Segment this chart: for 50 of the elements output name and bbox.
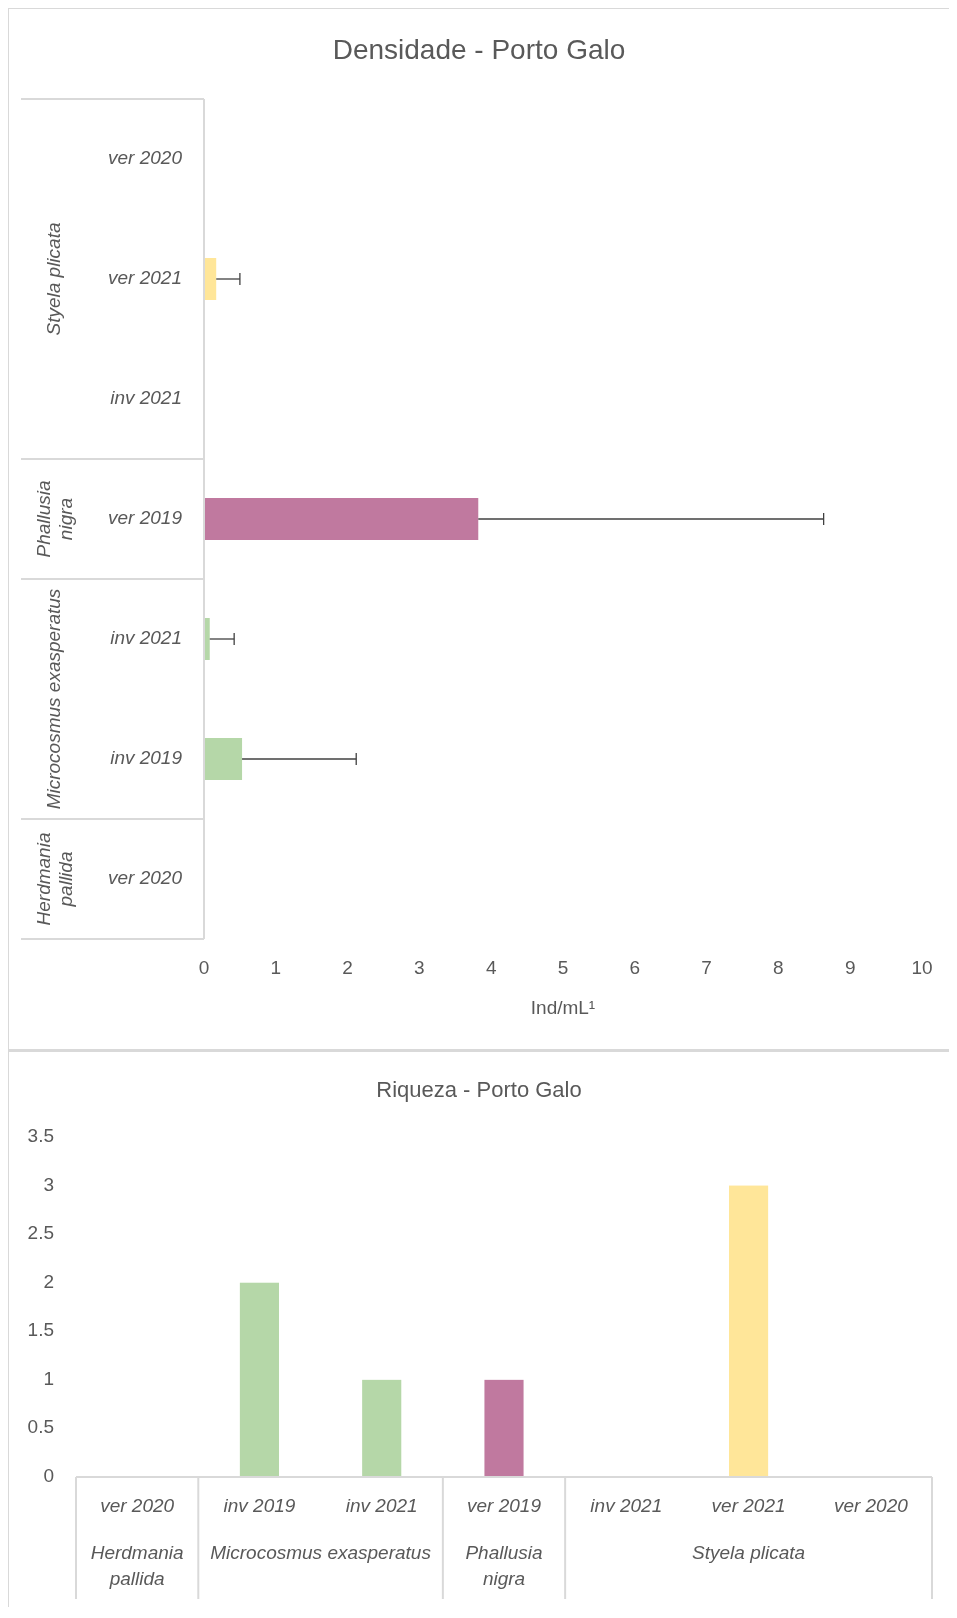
y-tick-label: inv 2021 <box>110 627 182 649</box>
x-tick-label: 7 <box>701 957 712 978</box>
y-tick-label: 2.5 <box>27 1222 54 1244</box>
x-tick-label: inv 2021 <box>590 1495 663 1516</box>
x-tick-label: 5 <box>557 957 569 978</box>
y-tick-label: 1 <box>43 1367 54 1389</box>
y-tick-label: ver 2020 <box>108 147 183 169</box>
x-tick-label: 8 <box>773 957 784 978</box>
y-tick-label: 3 <box>43 1173 54 1195</box>
x-axis-title: Ind/mL¹ <box>530 997 596 1018</box>
y-tick-label: 1.5 <box>27 1319 54 1341</box>
x-tick-label: 0 <box>198 957 210 978</box>
x-tick-label: 2 <box>342 957 353 978</box>
chart-title: Densidade - Porto Galo <box>332 34 626 65</box>
x-tick-label: 6 <box>629 957 641 978</box>
text: Phallusia nigra <box>465 1542 543 1589</box>
bar <box>204 258 217 300</box>
bar <box>484 1379 524 1477</box>
x-tick-label: ver 2020 <box>833 1495 909 1516</box>
y-tick-label: 0.5 <box>27 1416 54 1438</box>
x-tick-label: 10 <box>911 957 933 978</box>
x-tick-label: ver 2021 <box>711 1495 786 1516</box>
text: Styela plicata <box>692 1542 806 1563</box>
text: Herdmania pallida <box>33 832 76 926</box>
text: Herdmania pallida <box>90 1542 184 1589</box>
y-tick-label: ver 2019 <box>108 507 183 529</box>
bar <box>729 1185 769 1477</box>
bar <box>362 1379 402 1477</box>
text: Styela plicata <box>43 222 64 336</box>
y-tick-label: 3.5 <box>27 1125 54 1147</box>
x-tick-label: 4 <box>485 957 497 978</box>
y-tick-label: 0 <box>43 1465 54 1487</box>
text: Microcosmus exasperatus <box>43 588 64 810</box>
x-tick-label: ver 2019 <box>467 1495 542 1516</box>
y-tick-label: inv 2019 <box>110 747 183 769</box>
x-tick-label: 3 <box>414 957 425 978</box>
chart-title: Riqueza - Porto Galo <box>376 1077 582 1102</box>
y-tick-label: 2 <box>43 1270 54 1292</box>
y-tick-label: inv 2021 <box>110 387 182 409</box>
text: Microcosmus exasperatus <box>210 1542 432 1563</box>
text: Phallusia nigra <box>33 480 76 558</box>
y-tick-label: ver 2020 <box>108 867 183 889</box>
bar <box>239 1282 279 1477</box>
y-tick-label: ver 2021 <box>108 267 182 289</box>
x-tick-label: 9 <box>844 957 856 978</box>
x-tick-label: inv 2021 <box>345 1495 418 1516</box>
bar <box>204 738 243 780</box>
x-tick-label: 1 <box>270 957 282 978</box>
x-tick-label: inv 2019 <box>223 1495 296 1516</box>
bar <box>204 498 479 540</box>
